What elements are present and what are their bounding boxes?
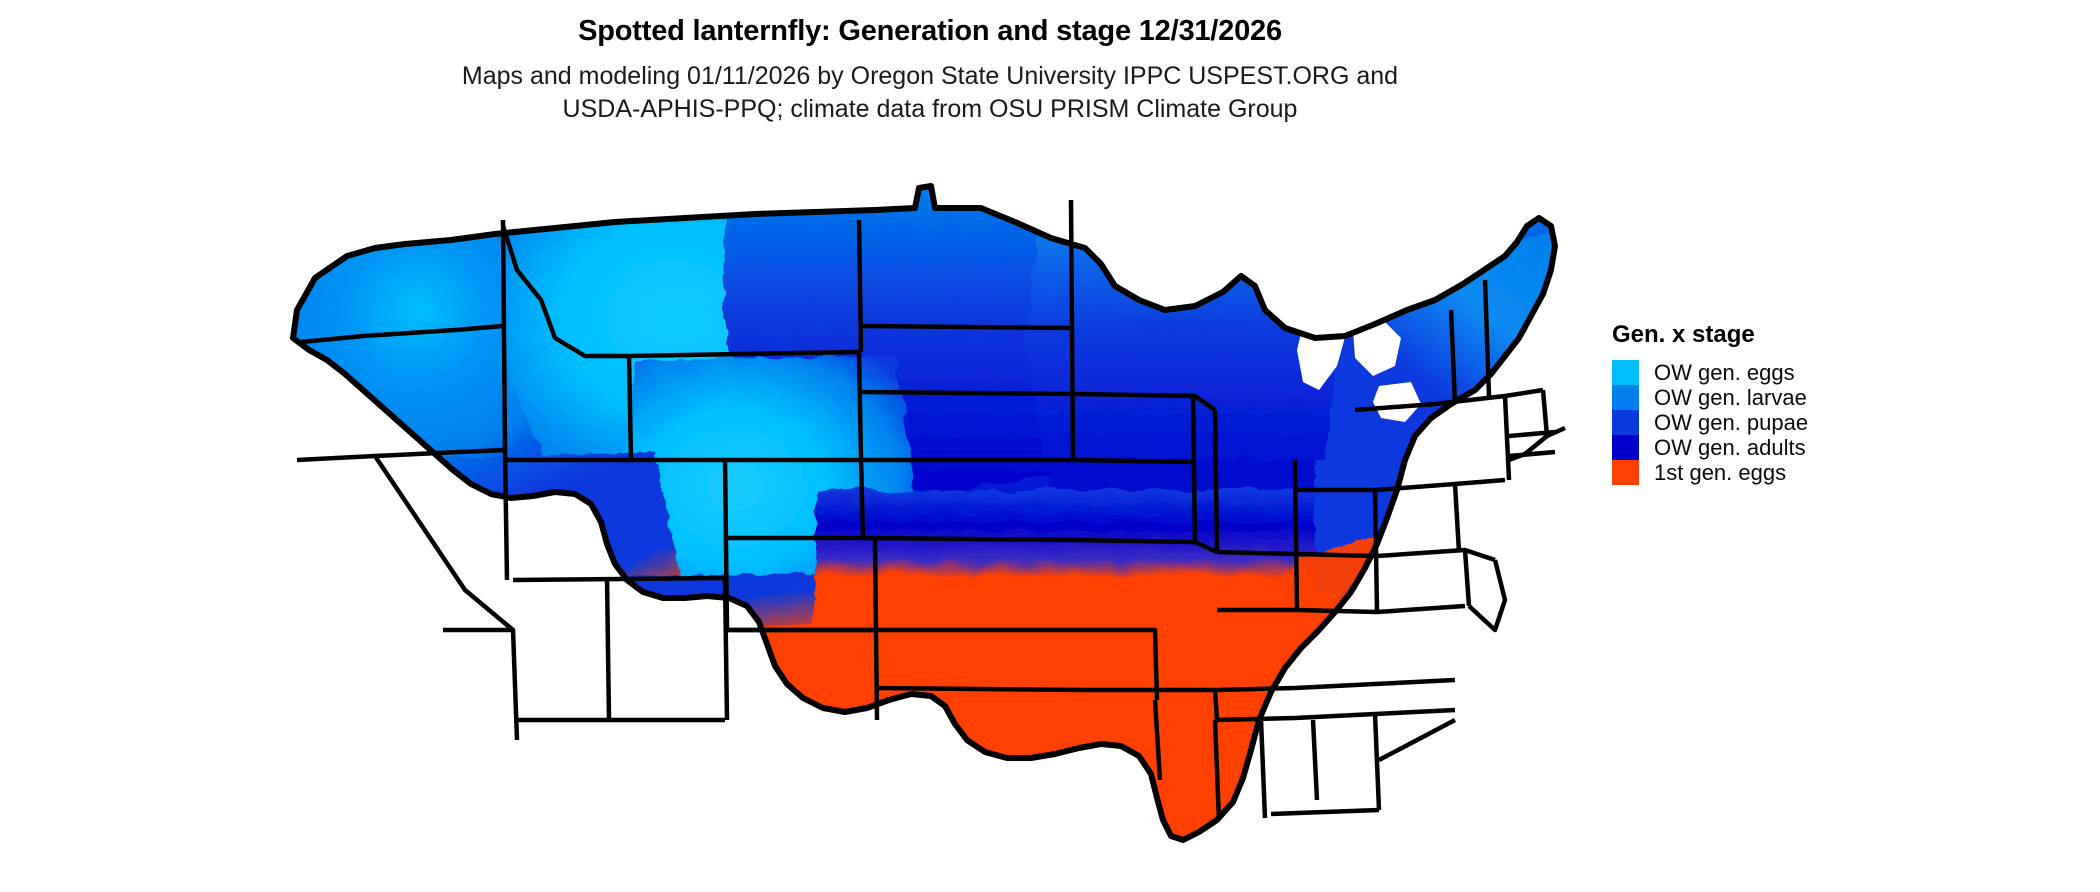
legend-rows: OW gen. eggs OW gen. larvae OW gen. pupa… — [1612, 360, 1882, 485]
legend-label-ow-gen-larvae: OW gen. larvae — [1654, 385, 1807, 410]
map-container[interactable] — [255, 160, 1585, 890]
legend-label-1st-gen-eggs: 1st gen. eggs — [1654, 460, 1787, 485]
legend-swatch-column — [1612, 360, 1639, 485]
legend-swatch-1st-gen-eggs[interactable] — [1612, 460, 1639, 485]
map-legend: Gen. x stage OW gen. eggs OW gen. larvae… — [1612, 322, 1882, 485]
legend-label-column: OW gen. eggs OW gen. larvae OW gen. pupa… — [1654, 360, 1808, 485]
legend-label-ow-gen-pupae: OW gen. pupae — [1654, 410, 1809, 435]
page-title: Spotted lanternfly: Generation and stage… — [578, 15, 1282, 47]
state-boundaries — [296, 199, 1566, 821]
subtitle-line-2: USDA-APHIS-PPQ; climate data from OSU PR… — [562, 95, 1298, 123]
region-south-central-first-gen-eggs — [675, 608, 1195, 840]
title-block: Spotted lanternfly: Generation and stage… — [0, 14, 1860, 126]
legend-label-ow-gen-eggs: OW gen. eggs — [1654, 360, 1795, 385]
legend-swatch-ow-gen-adults[interactable] — [1612, 435, 1639, 460]
legend-swatch-ow-gen-larvae[interactable] — [1612, 385, 1639, 410]
national-boundary — [290, 183, 1558, 843]
region-california — [293, 452, 485, 780]
subtitle-line-1: Maps and modeling 01/11/2026 by Oregon S… — [461, 62, 1399, 90]
legend-title: Gen. x stage — [1612, 321, 1755, 348]
legend-swatch-ow-gen-pupae[interactable] — [1612, 410, 1639, 435]
us-choropleth-map[interactable] — [255, 160, 1585, 890]
legend-swatch-ow-gen-eggs[interactable] — [1612, 360, 1639, 385]
subtitle-block: Maps and modeling 01/11/2026 by Oregon S… — [0, 60, 1860, 126]
region-central-transition — [815, 490, 1535, 610]
legend-label-ow-gen-adults: OW gen. adults — [1654, 435, 1806, 460]
